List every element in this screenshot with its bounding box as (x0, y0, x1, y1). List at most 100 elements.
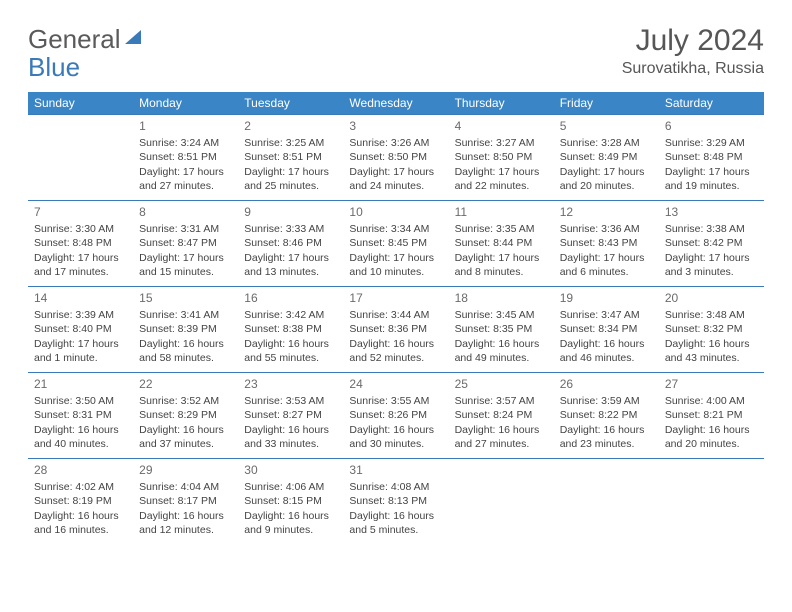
sunrise-line: Sunrise: 3:52 AM (139, 394, 232, 408)
calendar-day-cell: 22Sunrise: 3:52 AMSunset: 8:29 PMDayligh… (133, 373, 238, 459)
daylight-line: Daylight: 17 hours and 22 minutes. (455, 165, 548, 193)
sunset-line: Sunset: 8:42 PM (665, 236, 758, 250)
day-number: 13 (665, 204, 758, 220)
daylight-line: Daylight: 16 hours and 43 minutes. (665, 337, 758, 365)
brand-part1: General (28, 24, 121, 55)
sunset-line: Sunset: 8:50 PM (455, 150, 548, 164)
day-number: 15 (139, 290, 232, 306)
sunset-line: Sunset: 8:29 PM (139, 408, 232, 422)
day-header: Tuesday (238, 92, 343, 115)
daylight-line: Daylight: 16 hours and 20 minutes. (665, 423, 758, 451)
daylight-line: Daylight: 16 hours and 30 minutes. (349, 423, 442, 451)
sunset-line: Sunset: 8:49 PM (560, 150, 653, 164)
daylight-line: Daylight: 16 hours and 46 minutes. (560, 337, 653, 365)
sunrise-line: Sunrise: 3:48 AM (665, 308, 758, 322)
calendar-day-cell: 20Sunrise: 3:48 AMSunset: 8:32 PMDayligh… (659, 287, 764, 373)
sunrise-line: Sunrise: 3:30 AM (34, 222, 127, 236)
day-number: 28 (34, 462, 127, 478)
sunset-line: Sunset: 8:34 PM (560, 322, 653, 336)
sunset-line: Sunset: 8:31 PM (34, 408, 127, 422)
day-header: Thursday (449, 92, 554, 115)
daylight-line: Daylight: 17 hours and 25 minutes. (244, 165, 337, 193)
calendar-day-cell: 29Sunrise: 4:04 AMSunset: 8:17 PMDayligh… (133, 459, 238, 545)
sunrise-line: Sunrise: 3:24 AM (139, 136, 232, 150)
calendar-day-cell: 2Sunrise: 3:25 AMSunset: 8:51 PMDaylight… (238, 115, 343, 201)
daylight-line: Daylight: 17 hours and 27 minutes. (139, 165, 232, 193)
day-number: 9 (244, 204, 337, 220)
sunrise-line: Sunrise: 4:00 AM (665, 394, 758, 408)
calendar-day-cell: 9Sunrise: 3:33 AMSunset: 8:46 PMDaylight… (238, 201, 343, 287)
calendar-week-row: 28 Sunrise: 4:02 AMSunset: 8:19 PM Dayligh… (28, 459, 764, 545)
day-number: 25 (455, 376, 548, 392)
day-number: 26 (560, 376, 653, 392)
daylight-line: Daylight: 16 hours and 23 minutes. (560, 423, 653, 451)
sunrise-line: Sunrise: 3:38 AM (665, 222, 758, 236)
calendar-day-cell: 19 Sunrise: 3:47 AMSunset: 8:34 PMDayligh… (554, 287, 659, 373)
calendar-day-cell: 8Sunrise: 3:31 AMSunset: 8:47 PMDaylight… (133, 201, 238, 287)
calendar-day-cell: 4Sunrise: 3:27 AMSunset: 8:50 PMDaylight… (449, 115, 554, 201)
day-number: 8 (139, 204, 232, 220)
day-number: 1 (139, 118, 232, 134)
day-number: 3 (349, 118, 442, 134)
sunset-line: Sunset: 8:38 PM (244, 322, 337, 336)
sunset-line: Sunset: 8:46 PM (244, 236, 337, 250)
daylight-line: Daylight: 17 hours and 1 minute. (34, 337, 127, 365)
day-header: Friday (554, 92, 659, 115)
calendar-day-cell: 10Sunrise: 3:34 AMSunset: 8:45 PMDayligh… (343, 201, 448, 287)
sunset-line: Sunset: 8:40 PM (34, 322, 127, 336)
sunset-line: Sunset: 8:36 PM (349, 322, 442, 336)
sunrise-line: Sunrise: 3:31 AM (139, 222, 232, 236)
sunrise-line: Sunrise: 4:02 AM (34, 480, 127, 494)
daylight-line: Daylight: 17 hours and 13 minutes. (244, 251, 337, 279)
calendar-day-cell: 18Sunrise: 3:45 AMSunset: 8:35 PMDayligh… (449, 287, 554, 373)
sunset-line: Sunset: 8:50 PM (349, 150, 442, 164)
calendar-day-cell: 30Sunrise: 4:06 AMSunset: 8:15 PMDayligh… (238, 459, 343, 545)
day-number: 12 (560, 204, 653, 220)
day-header: Saturday (659, 92, 764, 115)
daylight-line: Daylight: 16 hours and 5 minutes. (349, 509, 442, 537)
calendar-day-cell: 31Sunrise: 4:08 AMSunset: 8:13 PMDayligh… (343, 459, 448, 545)
sunrise-line: Sunrise: 4:08 AM (349, 480, 442, 494)
sunrise-line: Sunrise: 4:06 AM (244, 480, 337, 494)
day-number: 16 (244, 290, 337, 306)
calendar-week-row: 1Sunrise: 3:24 AMSunset: 8:51 PMDaylight… (28, 115, 764, 201)
sunrise-line: Sunrise: 3:53 AM (244, 394, 337, 408)
daylight-line: Daylight: 16 hours and 37 minutes. (139, 423, 232, 451)
calendar-day-cell: 21Sunrise: 3:50 AMSunset: 8:31 PMDayligh… (28, 373, 133, 459)
sunset-line: Sunset: 8:32 PM (665, 322, 758, 336)
day-number: 19 (560, 290, 653, 306)
daylight-line: Daylight: 17 hours and 3 minutes. (665, 251, 758, 279)
sunrise-line: Sunrise: 3:45 AM (455, 308, 548, 322)
calendar-day-cell: 15Sunrise: 3:41 AMSunset: 8:39 PMDayligh… (133, 287, 238, 373)
sunset-line: Sunset: 8:51 PM (244, 150, 337, 164)
calendar-day-cell: 13 Sunrise: 3:38 AMSunset: 8:42 PMDayligh… (659, 201, 764, 287)
daylight-line: Daylight: 17 hours and 10 minutes. (349, 251, 442, 279)
sunrise-line: Sunrise: 3:39 AM (34, 308, 127, 322)
calendar-body: 1Sunrise: 3:24 AMSunset: 8:51 PMDaylight… (28, 115, 764, 545)
sunrise-line: Sunrise: 3:47 AM (560, 308, 653, 322)
daylight-line: Daylight: 17 hours and 8 minutes. (455, 251, 548, 279)
brand-sail-icon (123, 24, 145, 55)
daylight-line: Daylight: 16 hours and 9 minutes. (244, 509, 337, 537)
sunset-line: Sunset: 8:17 PM (139, 494, 232, 508)
sunset-line: Sunset: 8:48 PM (34, 236, 127, 250)
sunset-line: Sunset: 8:19 PM (34, 494, 127, 508)
calendar-day-cell: 14Sunrise: 3:39 AMSunset: 8:40 PMDayligh… (28, 287, 133, 373)
sunrise-line: Sunrise: 3:50 AM (34, 394, 127, 408)
sunset-line: Sunset: 8:51 PM (139, 150, 232, 164)
sunrise-line: Sunrise: 3:25 AM (244, 136, 337, 150)
sunrise-line: Sunrise: 3:42 AM (244, 308, 337, 322)
daylight-line: Daylight: 16 hours and 58 minutes. (139, 337, 232, 365)
sunrise-line: Sunrise: 3:57 AM (455, 394, 548, 408)
day-number: 29 (139, 462, 232, 478)
sunset-line: Sunset: 8:15 PM (244, 494, 337, 508)
calendar-day-cell: 3Sunrise: 3:26 AMSunset: 8:50 PMDaylight… (343, 115, 448, 201)
day-number: 4 (455, 118, 548, 134)
day-number: 11 (455, 204, 548, 220)
page-header: General July 2024 Surovatikha, Russia (28, 24, 764, 78)
day-number: 6 (665, 118, 758, 134)
calendar-day-cell: 7Sunrise: 3:30 AMSunset: 8:48 PMDaylight… (28, 201, 133, 287)
day-header: Sunday (28, 92, 133, 115)
sunset-line: Sunset: 8:35 PM (455, 322, 548, 336)
sunrise-line: Sunrise: 3:35 AM (455, 222, 548, 236)
